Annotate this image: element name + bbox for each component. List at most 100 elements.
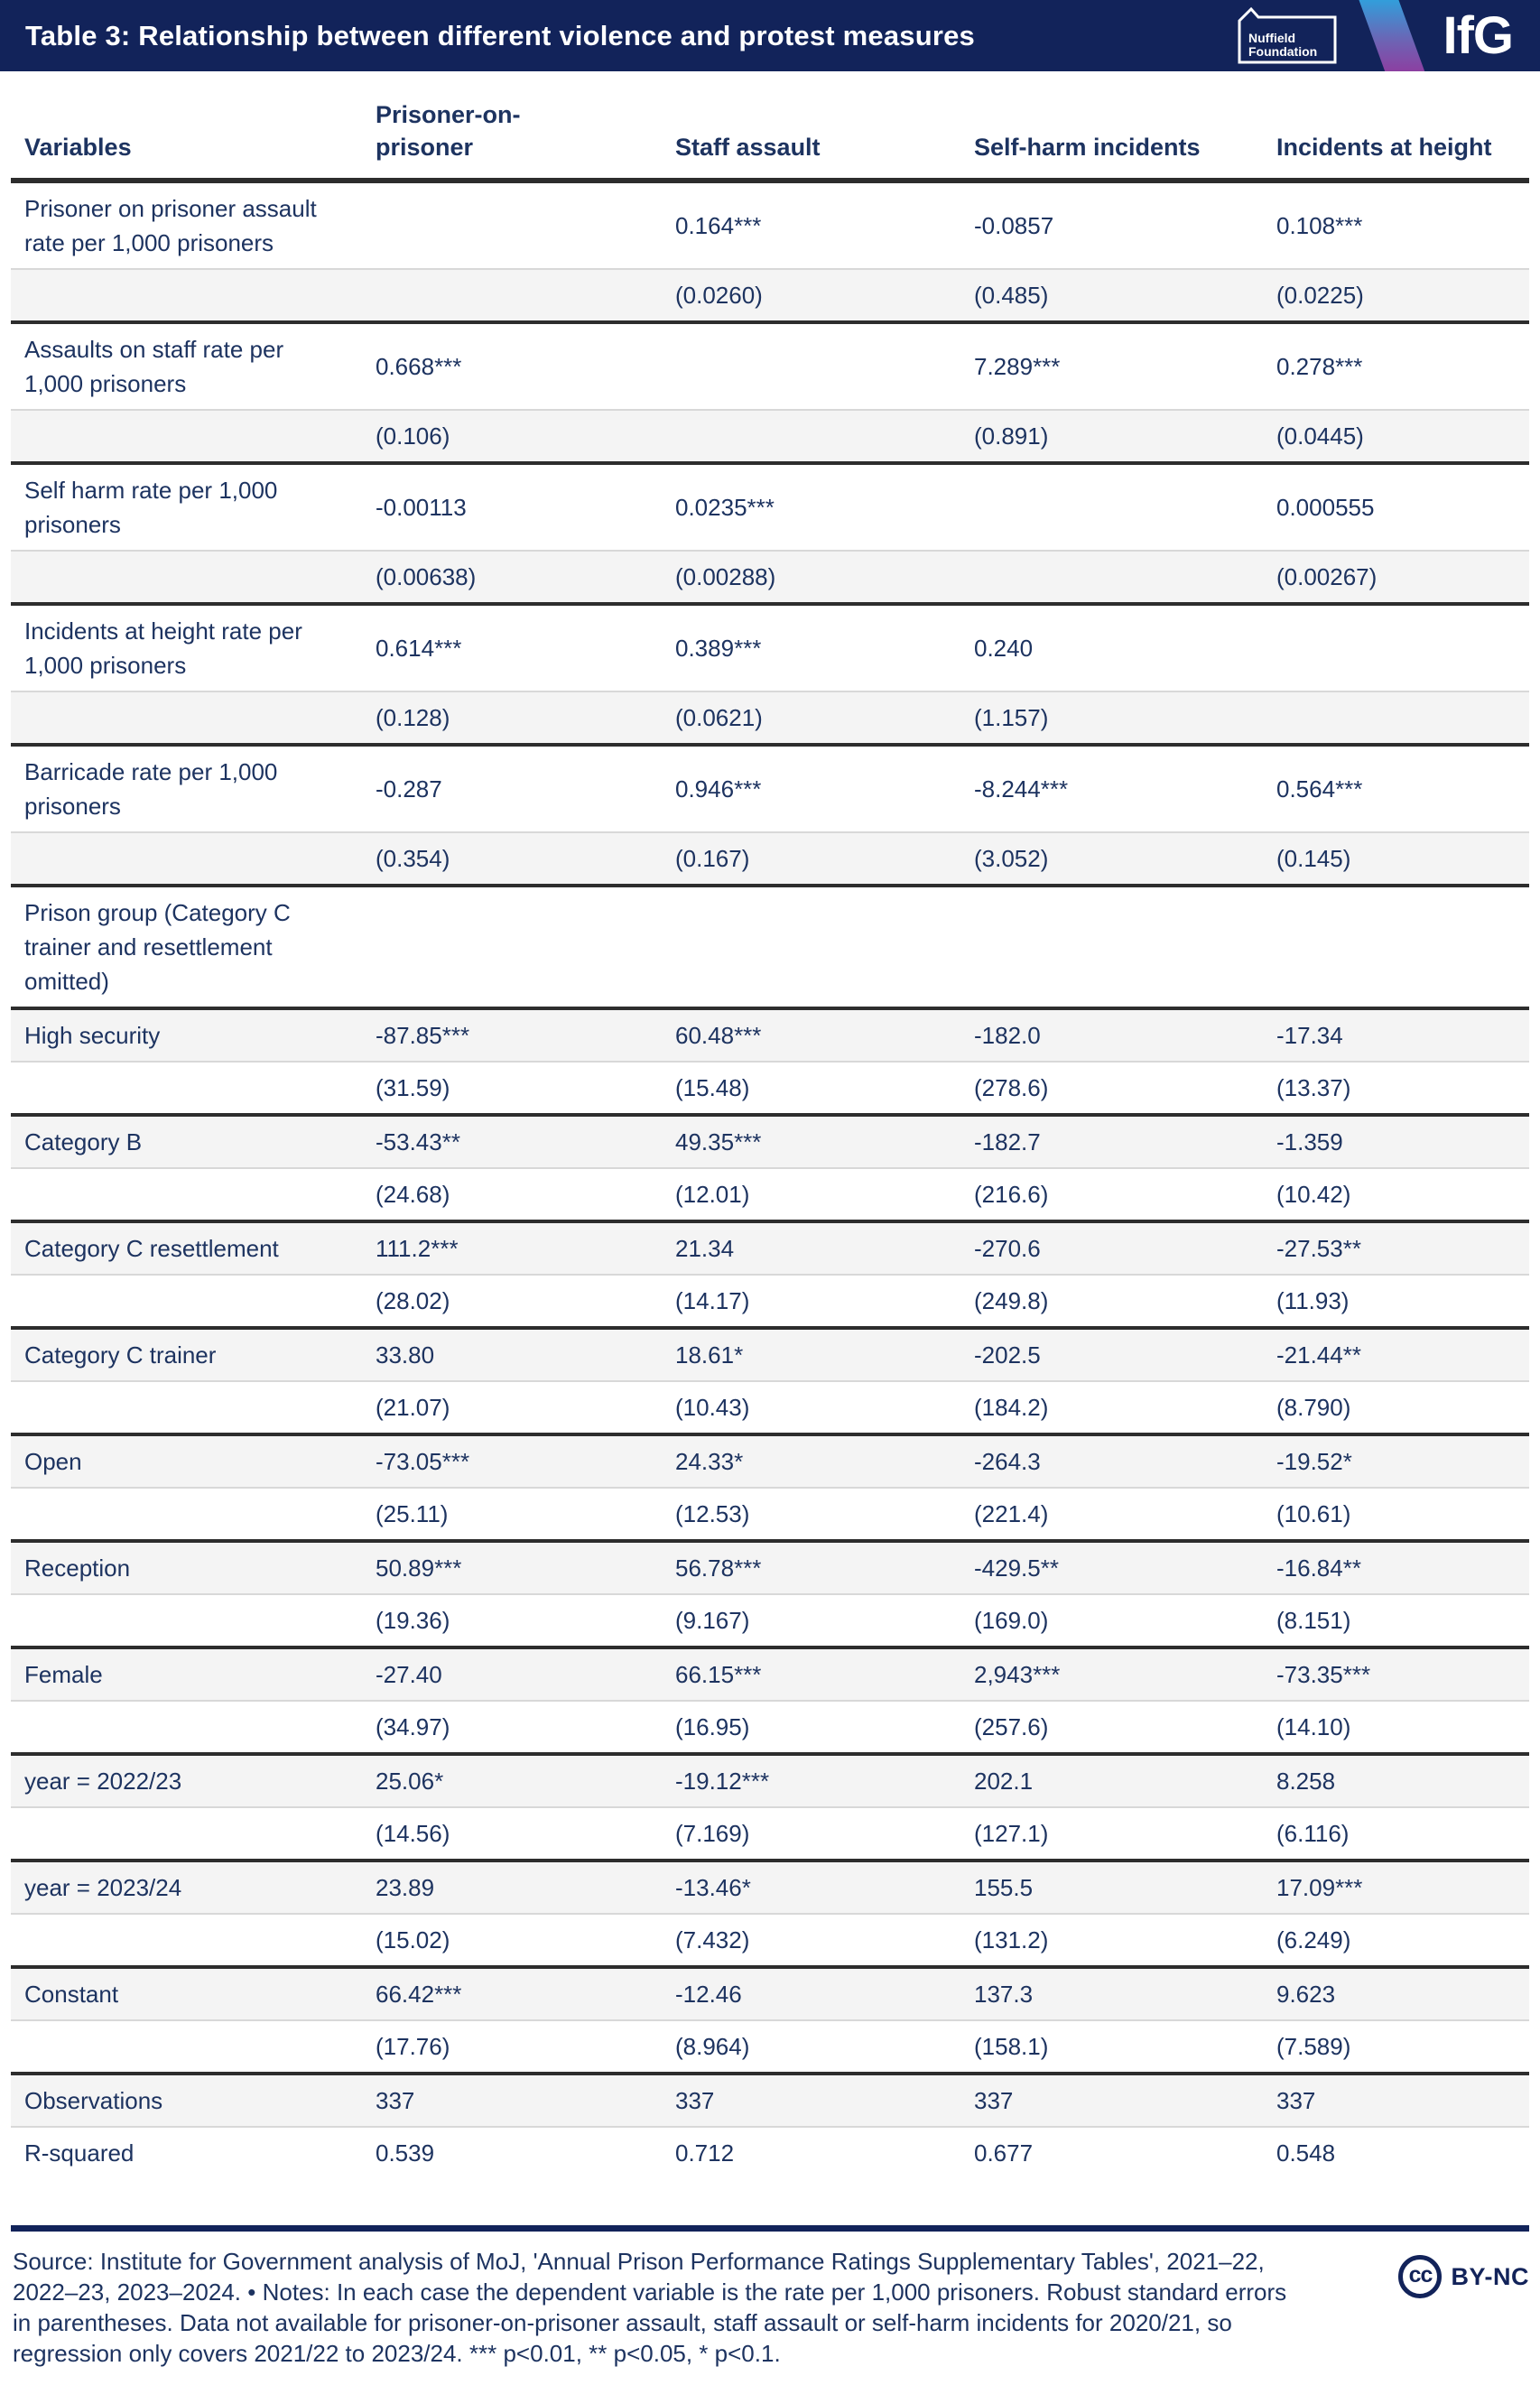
cell-incidents-at-height: (0.0225) bbox=[1276, 282, 1364, 309]
cell-self-harm-incidents: -264.3 bbox=[974, 1448, 1041, 1475]
cell-incidents-at-height: -19.52* bbox=[1276, 1448, 1352, 1475]
table-row: (34.97) (16.95) (257.6) (14.10) bbox=[11, 1700, 1529, 1752]
ifg-logo: IfG bbox=[1443, 6, 1514, 65]
row-label bbox=[11, 1169, 324, 1220]
cell-incidents-at-height bbox=[1276, 640, 1529, 656]
cell-self-harm-incidents: (257.6) bbox=[974, 1713, 1049, 1740]
nuffield-foundation-logo: Nuffield Foundation bbox=[1238, 6, 1337, 63]
cell-staff-assault: (12.01) bbox=[675, 1181, 750, 1208]
cell-staff-assault: (16.95) bbox=[675, 1713, 750, 1740]
cell-self-harm-incidents: 2,943*** bbox=[974, 1661, 1061, 1688]
cell-staff-assault: (9.167) bbox=[675, 1607, 750, 1634]
cell-staff-assault: 21.34 bbox=[675, 1235, 735, 1262]
table-row: High security -87.85*** 60.48*** -182.0 … bbox=[11, 1007, 1529, 1061]
cell-self-harm-incidents: 155.5 bbox=[974, 1874, 1034, 1901]
col-header-prisoner-on-prisoner: Prisoner-on-prisoner bbox=[376, 101, 521, 161]
cell-staff-assault: 0.0235*** bbox=[675, 494, 775, 521]
table-row: Assaults on staff rate per 1,000 prisone… bbox=[11, 320, 1529, 409]
cell-self-harm-incidents: -202.5 bbox=[974, 1341, 1041, 1369]
table-row: (15.02) (7.432) (131.2) (6.249) bbox=[11, 1913, 1529, 1965]
source-note: Source: Institute for Government analysi… bbox=[13, 2248, 1287, 2367]
row-label bbox=[11, 2021, 324, 2072]
cell-staff-assault: (0.0621) bbox=[675, 704, 763, 731]
cell-prisoner-on-prisoner: -73.05*** bbox=[376, 1448, 470, 1475]
table-row: year = 2023/24 23.89 -13.46* 155.5 17.09… bbox=[11, 1859, 1529, 1913]
cell-prisoner-on-prisoner: (28.02) bbox=[376, 1287, 450, 1314]
cell-incidents-at-height: (14.10) bbox=[1276, 1713, 1351, 1740]
cell-incidents-at-height: -1.359 bbox=[1276, 1128, 1343, 1155]
cell-prisoner-on-prisoner: (25.11) bbox=[376, 1500, 449, 1527]
table-row: Prisoner on prisoner assault rate per 1,… bbox=[11, 183, 1529, 268]
cell-self-harm-incidents: 337 bbox=[974, 2087, 1014, 2114]
cell-incidents-at-height: 0.108*** bbox=[1276, 212, 1363, 239]
row-label: year = 2023/24 bbox=[24, 1874, 182, 1901]
row-label bbox=[11, 1382, 324, 1433]
table-row: Reception 50.89*** 56.78*** -429.5** -16… bbox=[11, 1539, 1529, 1593]
cell-incidents-at-height: -16.84** bbox=[1276, 1554, 1361, 1582]
cell-incidents-at-height: (0.145) bbox=[1276, 845, 1351, 872]
cell-self-harm-incidents: (131.2) bbox=[974, 1926, 1049, 1953]
cell-staff-assault: (0.167) bbox=[675, 845, 750, 872]
table-row: (0.354) (0.167) (3.052) (0.145) bbox=[11, 831, 1529, 884]
cell-staff-assault: (14.17) bbox=[675, 1287, 750, 1314]
table-row: Self harm rate per 1,000 prisoners -0.00… bbox=[11, 461, 1529, 550]
cell-prisoner-on-prisoner: -87.85*** bbox=[376, 1022, 470, 1049]
row-label: Category C trainer bbox=[24, 1341, 217, 1369]
cell-self-harm-incidents: -0.0857 bbox=[974, 212, 1054, 239]
cell-prisoner-on-prisoner: (0.00638) bbox=[376, 563, 477, 590]
table-row: (31.59) (15.48) (278.6) (13.37) bbox=[11, 1061, 1529, 1113]
table-row: (19.36) (9.167) (169.0) (8.151) bbox=[11, 1593, 1529, 1646]
row-label: Prison group (Category C trainer and res… bbox=[24, 899, 291, 995]
cell-incidents-at-height: (10.42) bbox=[1276, 1181, 1351, 1208]
row-label bbox=[11, 270, 324, 320]
table-row: R-squared 0.539 0.712 0.677 0.548 bbox=[11, 2126, 1529, 2178]
cell-prisoner-on-prisoner: (17.76) bbox=[376, 2033, 450, 2060]
cell-incidents-at-height: (8.151) bbox=[1276, 1607, 1351, 1634]
cell-prisoner-on-prisoner: 337 bbox=[376, 2087, 415, 2114]
row-label: Reception bbox=[24, 1554, 131, 1582]
row-label: R-squared bbox=[24, 2139, 135, 2167]
page-title: Table 3: Relationship between different … bbox=[25, 19, 975, 51]
row-label bbox=[11, 1915, 324, 1965]
cell-incidents-at-height: -27.53** bbox=[1276, 1235, 1361, 1262]
cell-incidents-at-height: -17.34 bbox=[1276, 1022, 1343, 1049]
cell-staff-assault: 0.712 bbox=[675, 2139, 735, 2167]
cell-prisoner-on-prisoner: 0.668*** bbox=[376, 353, 462, 380]
cell-staff-assault: (0.00288) bbox=[675, 563, 776, 590]
cell-staff-assault bbox=[675, 358, 974, 375]
table-row: (0.128) (0.0621) (1.157) bbox=[11, 691, 1529, 743]
cell-prisoner-on-prisoner: (0.354) bbox=[376, 845, 450, 872]
row-label bbox=[11, 833, 324, 884]
cell-incidents-at-height: 8.258 bbox=[1276, 1768, 1336, 1795]
creative-commons-icon: cc bbox=[1398, 2255, 1443, 2298]
cell-prisoner-on-prisoner: 23.89 bbox=[376, 1874, 435, 1901]
cell-self-harm-incidents: 0.240 bbox=[974, 635, 1034, 662]
row-label: Open bbox=[24, 1448, 82, 1475]
cell-self-harm-incidents: 202.1 bbox=[974, 1768, 1034, 1795]
cell-incidents-at-height: 0.000555 bbox=[1276, 494, 1375, 521]
title-bar: Table 3: Relationship between different … bbox=[0, 0, 1540, 71]
table-row: Category C resettlement 111.2*** 21.34 -… bbox=[11, 1220, 1529, 1274]
cell-prisoner-on-prisoner: (34.97) bbox=[376, 1713, 450, 1740]
cell-staff-assault: 56.78*** bbox=[675, 1554, 762, 1582]
cell-prisoner-on-prisoner: -27.40 bbox=[376, 1661, 442, 1688]
cell-self-harm-incidents: (3.052) bbox=[974, 845, 1049, 872]
cell-incidents-at-height: (6.116) bbox=[1276, 1820, 1350, 1847]
cell-incidents-at-height: -21.44** bbox=[1276, 1341, 1361, 1369]
row-label: Self harm rate per 1,000 prisoners bbox=[24, 477, 278, 538]
table-row: (0.0260) (0.485) (0.0225) bbox=[11, 268, 1529, 320]
cell-prisoner-on-prisoner bbox=[376, 270, 675, 320]
table-row: Barricade rate per 1,000 prisoners -0.28… bbox=[11, 743, 1529, 831]
cell-prisoner-on-prisoner: -53.43** bbox=[376, 1128, 460, 1155]
row-label: High security bbox=[24, 1022, 161, 1049]
cell-self-harm-incidents: -429.5** bbox=[974, 1554, 1059, 1582]
brand-logos: Nuffield Foundation IfG bbox=[1229, 0, 1540, 71]
cell-incidents-at-height: 9.623 bbox=[1276, 1981, 1336, 2008]
cell-incidents-at-height bbox=[1276, 692, 1529, 743]
row-label: year = 2022/23 bbox=[24, 1768, 182, 1795]
cell-incidents-at-height: (11.93) bbox=[1276, 1287, 1350, 1314]
table-body: Prisoner on prisoner assault rate per 1,… bbox=[11, 183, 1529, 2178]
row-label: Prisoner on prisoner assault rate per 1,… bbox=[24, 195, 317, 256]
row-label: Female bbox=[24, 1661, 103, 1688]
row-label bbox=[11, 1276, 324, 1326]
